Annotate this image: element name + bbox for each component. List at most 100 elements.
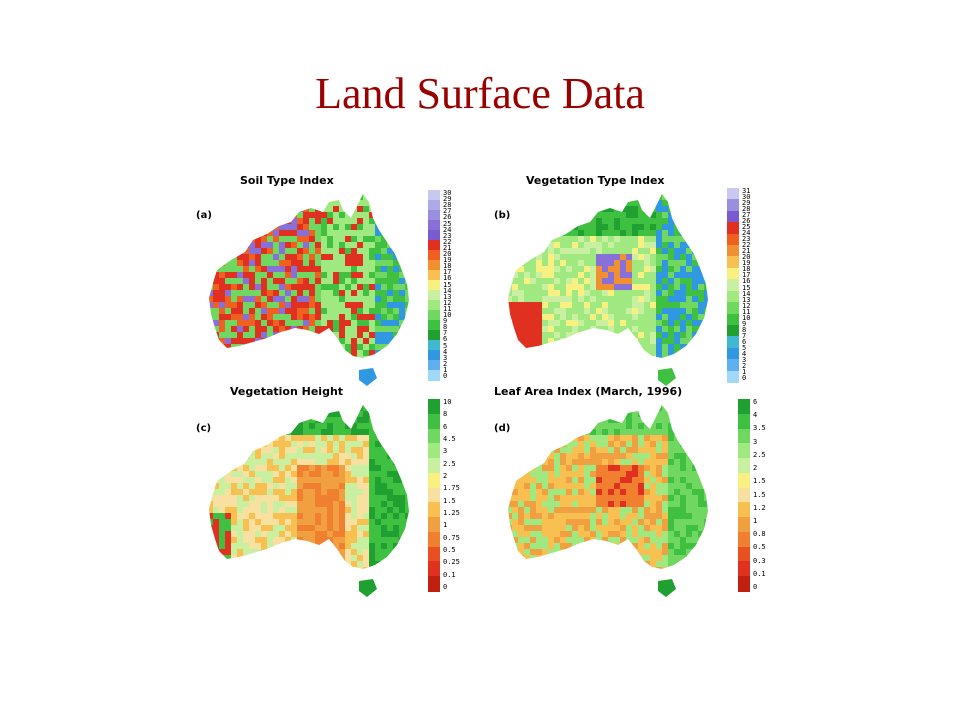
colorbar-swatch [428,260,440,271]
colorbar-swatch [428,458,440,474]
colorbar-tick-label: 1.2 [753,503,766,512]
colorbar-swatch [428,190,440,201]
colorbar-tick-label: 5 [742,343,747,352]
colorbar-tick-label: 28 [742,205,751,214]
colorbar-tick-label: 26 [742,217,751,226]
colorbar-tick-label: 17 [742,271,751,280]
australia-map [508,405,708,597]
colorbar-swatch [738,428,750,445]
australia-map [508,194,708,386]
colorbar-tick-label: 14 [742,289,751,298]
australia-map [209,405,409,597]
colorbar-tick-label: 26 [443,213,452,222]
panel-title: Vegetation Height [230,385,344,398]
colorbar-tick-label: 22 [742,241,751,250]
tasmania [359,579,377,597]
colorbar-swatch [727,324,739,338]
colorbar-tick-label: 2.5 [753,450,766,459]
colorbar-tick-label: 0.1 [753,569,766,578]
panel-vegetation-type-index: Vegetation Type Index (b) 31 30 29 28 27 26 25… [480,170,770,386]
colorbar-tick-label: 29 [742,199,751,208]
colorbar-swatch [428,443,440,460]
colorbar-swatch [428,370,440,381]
colorbar-tick-label: 14 [443,286,452,295]
colorbar-tick-label: 21 [443,243,452,252]
colorbar [428,190,440,381]
colorbar-swatch [428,240,440,251]
colorbar-tick-label: 4.5 [443,435,456,443]
colorbar-swatch [727,233,739,247]
colorbar-tick-label: 29 [443,195,452,204]
colorbar-tick-label: 4 [443,347,448,356]
panel-title: Vegetation Type Index [526,174,665,187]
colorbar-tick-label: 3 [443,447,448,456]
colorbar-swatch [727,313,739,326]
colorbar-tick-label: 12 [742,301,751,310]
colorbar-tick-label: 0.3 [753,556,766,565]
colorbar-tick-label: 20 [742,253,751,262]
colorbar-tick-label: 2 [753,464,758,473]
colorbar-tick-label: 2 [443,472,448,480]
colorbar-swatch [727,245,739,258]
colorbar-swatch [428,472,440,489]
colorbar-tick-label: 27 [443,207,452,216]
colorbar-swatch [428,487,440,504]
colorbar-swatch [727,370,739,383]
colorbar-swatch [738,576,750,592]
colorbar-swatch [738,399,750,415]
colorbar-tick-label: 16 [742,277,751,286]
colorbar-tick-label: 15 [443,280,452,289]
colorbar-tick-label: 5 [443,341,448,350]
colorbar-tick-label: 25 [742,223,751,232]
australia-map [209,194,409,386]
colorbar-tick-label: 30 [742,193,751,202]
colorbar-swatch [428,320,440,331]
slide-title: Land Surface Data [315,69,645,118]
colorbar-tick-label: 0.1 [443,570,456,579]
colorbar-tick-label: 21 [742,247,751,256]
colorbar-swatch [727,188,739,201]
colorbar-tick-label: 18 [742,265,751,274]
colorbar-swatch [428,250,440,261]
colorbar-tick-label: 0.8 [753,530,766,539]
colorbar-tick-label: 20 [443,250,452,258]
tasmania [658,579,676,597]
colorbar [727,188,739,383]
colorbar-swatch [727,336,739,349]
colorbar-tick-label: 4 [742,349,747,358]
colorbar-tick-label: 0.75 [443,533,460,542]
colorbar-tick-label: 3 [443,353,448,362]
colorbar-tick-label: 7 [742,331,747,340]
colorbar-tick-label: 19 [443,256,452,265]
colorbar-swatch [428,546,440,563]
colorbar-swatch [428,200,440,211]
colorbar-tick-label: 6 [443,422,448,431]
colorbar-tick-label: 7 [443,329,448,338]
colorbar-swatch [428,517,440,533]
colorbar-tick-label: 3 [753,437,758,446]
colorbar-swatch [428,339,440,351]
colorbar-tick-label: 24 [443,225,452,234]
colorbar-tick-label: 0.25 [443,558,460,567]
colorbar-tick-label: 0 [443,583,448,591]
colorbar-tick-label: 10 [742,313,751,322]
colorbar-tick-label: 13 [742,295,751,304]
colorbar-swatch [428,310,440,321]
colorbar-swatch [738,502,750,519]
colorbar-swatch [428,561,440,578]
colorbar-tick-label: 0.5 [443,546,456,554]
colorbar-tick-label: 6 [443,335,448,344]
colorbar [428,399,440,592]
land-surface-figure: Soil Type Index (a) 30 29 28 27 26 25 24 23 22 21… [190,170,770,600]
colorbar-tick-label: 0 [742,374,747,382]
colorbar-tick-label: 15 [742,283,751,292]
colorbar-swatch [428,428,440,445]
colorbar-tick-label: 11 [742,307,751,316]
colorbar-swatch [738,458,750,474]
colorbar-swatch [428,330,440,341]
colorbar-tick-label: 19 [742,259,751,268]
colorbar-tick-label: 12 [443,298,452,307]
colorbar-tick-label: 3.5 [753,424,766,433]
colorbar-tick-label: 25 [443,219,452,228]
colorbar-tick-label: 2 [742,361,747,370]
